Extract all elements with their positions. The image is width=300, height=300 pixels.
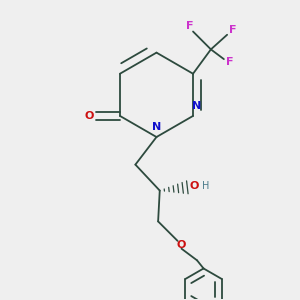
- Text: F: F: [186, 21, 194, 31]
- Text: F: F: [229, 25, 237, 35]
- Text: O: O: [176, 240, 185, 250]
- Text: N: N: [192, 101, 201, 111]
- Text: N: N: [152, 122, 161, 132]
- Text: O: O: [84, 111, 94, 121]
- Text: F: F: [226, 57, 233, 67]
- Text: H: H: [202, 182, 209, 191]
- Text: O: O: [189, 182, 199, 191]
